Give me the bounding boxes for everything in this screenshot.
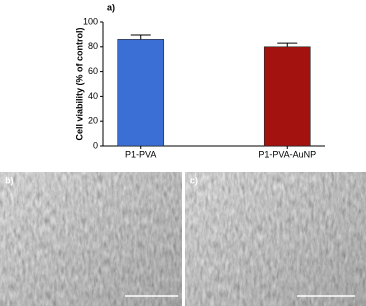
bar [117,39,165,147]
y-tick-label: 20 [88,116,98,126]
micrograph-c: c) [185,172,366,306]
micrograph-b: b) [0,172,182,306]
panel-label: a) [107,2,115,12]
y-tick-label: 60 [88,66,98,76]
error-bar [277,42,298,47]
micrograph-shade [0,172,182,306]
y-tick-label: 40 [88,91,98,101]
panel-label: c) [190,175,198,185]
micrograph-shade [185,172,366,306]
x-tick-label: P1-PVA-AuNP [258,149,316,159]
y-axis-title: Cell viability (% of control) [74,27,84,140]
y-tick-label: 80 [88,41,98,51]
x-tick-label: P1-PVA [125,149,156,159]
y-tick-label: 0 [93,140,98,150]
bar [263,46,311,147]
panel-label: b) [5,175,14,185]
error-bar [130,34,151,40]
y-tick-label: 100 [83,16,98,26]
